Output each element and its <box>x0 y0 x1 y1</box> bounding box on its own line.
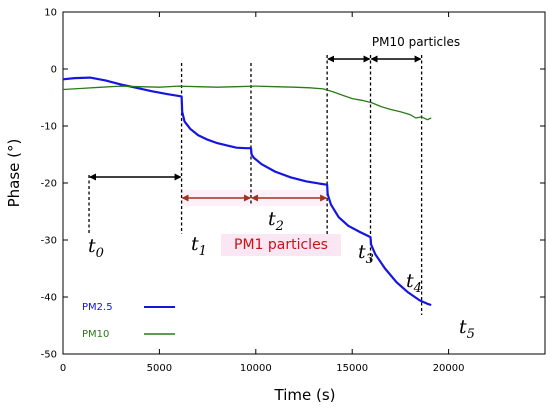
pm1-label-highlight <box>221 234 341 256</box>
marker-subscript: 3 <box>366 252 374 267</box>
legend-pm25-label: PM2.5 <box>82 302 113 313</box>
marker-lines <box>88 55 423 315</box>
y-tick-label: -20 <box>41 179 57 190</box>
x-tick-label: 0 <box>60 363 66 374</box>
marker-label-t1: t1 <box>191 233 207 259</box>
y-tick-label: -50 <box>41 350 57 361</box>
series-pm10-line <box>62 85 432 121</box>
marker-label-t2: t2 <box>268 208 284 234</box>
marker-subscript: 0 <box>96 246 104 261</box>
plot-area-border <box>62 11 546 355</box>
x-tick-label: 5000 <box>147 363 172 374</box>
marker-subscript: 2 <box>275 219 284 234</box>
legend-pm10-label: PM10 <box>82 329 109 340</box>
x-tick-label: 20000 <box>433 363 465 374</box>
y-axis-ticks: 100-10-20-30-40-50 <box>41 8 545 361</box>
y-tick-label: 0 <box>51 65 57 76</box>
y-tick-label: 10 <box>44 8 57 19</box>
x-axis-ticks: 0 5000 10000 15000 20000 <box>60 12 465 374</box>
x-tick-label: 15000 <box>336 363 368 374</box>
marker-subscript: 5 <box>467 327 475 342</box>
series-pm25-line <box>62 76 432 307</box>
marker-label-t5: t5 <box>459 316 475 342</box>
y-tick-label: -10 <box>41 122 57 133</box>
pm1-particles-label: PM1 particles <box>234 237 328 253</box>
legend: PM2.5 PM10 <box>82 302 175 340</box>
x-tick-label: 10000 <box>240 363 272 374</box>
y-tick-label: -40 <box>41 293 57 304</box>
marker-subscript: 4 <box>413 281 422 296</box>
series-lines <box>62 76 432 307</box>
marker-subscript: 1 <box>199 244 207 259</box>
x-axis-label: Time (s) <box>274 386 336 404</box>
marker-label-t0: t0 <box>88 235 104 261</box>
interval-arrows <box>89 55 422 202</box>
pm10-particles-label: PM10 particles <box>372 35 460 49</box>
y-tick-label: -30 <box>41 236 57 247</box>
plot-frame <box>62 11 546 355</box>
y-axis-label: Phase (°) <box>5 139 23 208</box>
